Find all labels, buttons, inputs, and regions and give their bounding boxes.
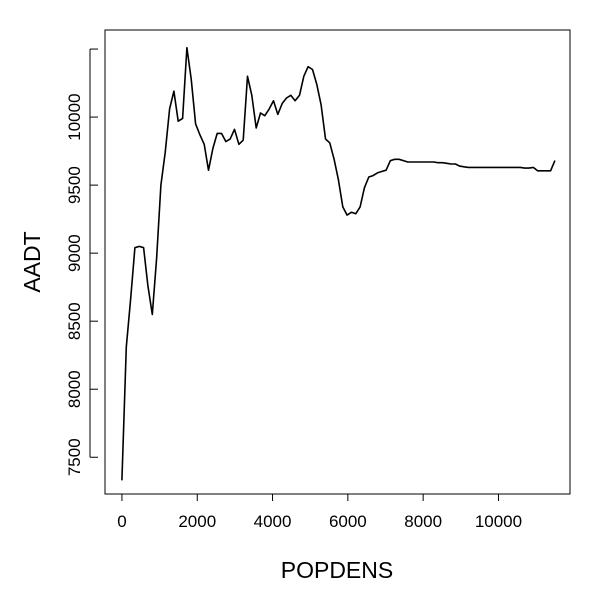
series-line (121, 46, 556, 481)
y-tick-label: 8000 (65, 370, 84, 408)
y-tick-label: 9000 (65, 234, 84, 272)
y-tick-label: 9500 (65, 166, 84, 204)
x-tick-label: 2000 (178, 512, 216, 531)
y-axis-title: AADT (19, 231, 45, 292)
y-tick-label: 7500 (65, 438, 84, 476)
x-tick-label: 4000 (254, 512, 292, 531)
x-tick-label: 10000 (475, 512, 522, 531)
series-group (121, 46, 556, 481)
x-axis-title: POPDENS (281, 557, 393, 583)
x-tick-label: 0 (117, 512, 126, 531)
x-tick-label: 8000 (404, 512, 442, 531)
y-tick-label: 10000 (65, 93, 84, 140)
x-axis: 0 2000 4000 6000 8000 10000 (117, 493, 522, 531)
x-tick-label: 6000 (329, 512, 367, 531)
y-tick-label: 8500 (65, 302, 84, 340)
y-axis: 7500 8000 8500 9000 9500 10000 (65, 48, 98, 476)
